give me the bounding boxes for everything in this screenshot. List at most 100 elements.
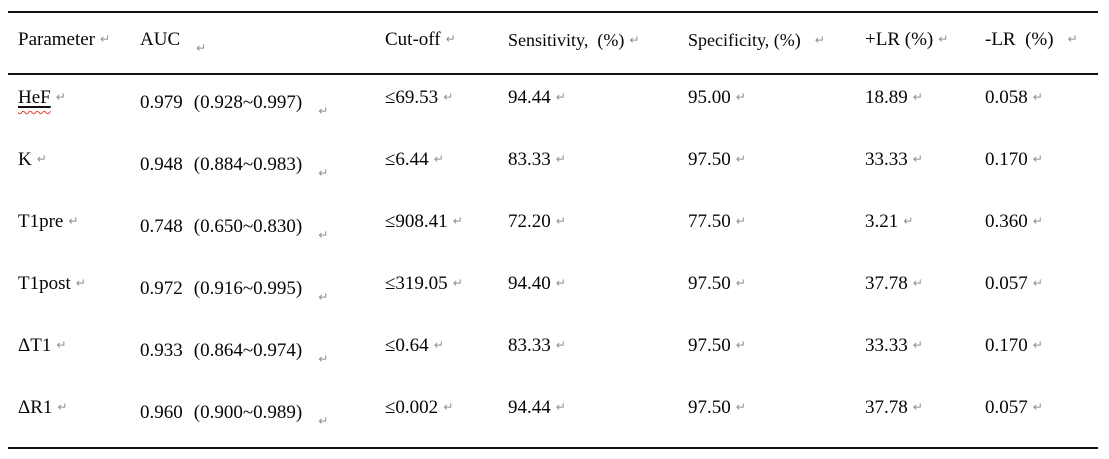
end-of-cell-mark: ↵	[1032, 276, 1043, 290]
cutoff-value: ≤0.64	[385, 335, 429, 356]
auc-confidence-interval: (0.884~0.983)	[193, 154, 303, 175]
header-label: AUC	[140, 29, 181, 50]
cell-auc: 0.948 (0.884~0.983) ↵	[140, 142, 385, 204]
cell-sensitivity: 94.44 ↵	[505, 75, 688, 137]
end-of-cell-mark: ↵	[912, 276, 923, 290]
end-of-cell-mark: ↵	[443, 400, 454, 414]
end-of-cell-mark: ↵	[56, 338, 67, 352]
end-of-cell-mark: ↵	[903, 214, 914, 228]
header-cutoff: Cut-off ↵	[385, 13, 505, 73]
positive-lr-value: 18.89	[865, 87, 908, 108]
cell-specificity: 97.50 ↵	[688, 385, 860, 447]
auc-value: 0.972	[140, 278, 183, 299]
header-negative-lr: -LR (%) ↵	[980, 13, 1098, 73]
cell-sensitivity: 83.33 ↵	[505, 323, 688, 385]
auc-value: 0.960	[140, 402, 183, 423]
cell-parameter: ΔR1 ↵	[8, 385, 140, 447]
end-of-cell-mark: ↵	[318, 414, 329, 428]
cell-negative-lr: 0.360 ↵	[980, 199, 1098, 261]
end-of-cell-mark: ↵	[912, 338, 923, 352]
roc-analysis-table: Parameter ↵ AUC ↵ Cut-off ↵ Sensitivity, (%…	[8, 11, 1098, 449]
header-label: Cut-off	[385, 29, 441, 50]
cell-parameter: K ↵	[8, 137, 140, 199]
cutoff-value: ≤6.44	[385, 149, 429, 170]
specificity-value: 97.50	[688, 149, 731, 170]
cell-cutoff: ≤0.002 ↵	[385, 385, 505, 447]
end-of-cell-mark: ↵	[1067, 32, 1078, 46]
header-label: Sensitivity, (%)	[508, 30, 625, 50]
header-label: Parameter	[18, 29, 96, 50]
end-of-cell-mark: ↵	[735, 276, 746, 290]
cell-auc: 0.748 (0.650~0.830) ↵	[140, 204, 385, 266]
end-of-cell-mark: ↵	[1032, 338, 1043, 352]
cell-positive-lr: 33.33 ↵	[860, 137, 980, 199]
header-label: Specificity, (%)	[688, 30, 801, 50]
auc-confidence-interval: (0.650~0.830)	[193, 216, 303, 237]
table-row: T1post ↵ 0.972 (0.916~0.995) ↵ ≤319.05 ↵ 94.…	[8, 261, 1098, 323]
cell-parameter: HeF ↵	[8, 75, 140, 137]
cell-cutoff: ≤908.41 ↵	[385, 199, 505, 261]
end-of-cell-mark: ↵	[735, 400, 746, 414]
end-of-cell-mark: ↵	[555, 214, 566, 228]
cell-negative-lr: 0.057 ↵	[980, 261, 1098, 323]
end-of-cell-mark: ↵	[443, 90, 454, 104]
end-of-cell-mark: ↵	[196, 41, 207, 55]
sensitivity-value: 72.20	[508, 211, 551, 232]
end-of-cell-mark: ↵	[735, 152, 746, 166]
end-of-cell-mark: ↵	[1032, 90, 1043, 104]
end-of-cell-mark: ↵	[452, 276, 463, 290]
header-parameter: Parameter ↵	[8, 13, 140, 73]
table-row: ΔR1 ↵ 0.960 (0.900~0.989) ↵ ≤0.002 ↵ 94.44 ↵ …	[8, 385, 1098, 449]
end-of-cell-mark: ↵	[629, 33, 640, 47]
cell-negative-lr: 0.170 ↵	[980, 137, 1098, 199]
cell-parameter: T1post ↵	[8, 261, 140, 323]
cell-cutoff: ≤69.53 ↵	[385, 75, 505, 137]
end-of-cell-mark: ↵	[318, 166, 329, 180]
table-row: K ↵ 0.948 (0.884~0.983) ↵ ≤6.44 ↵ 83.33 ↵ 97.…	[8, 137, 1098, 199]
negative-lr-value: 0.170	[985, 149, 1028, 170]
positive-lr-value: 37.78	[865, 397, 908, 418]
end-of-cell-mark: ↵	[1032, 214, 1043, 228]
parameter-label: K	[18, 149, 32, 170]
negative-lr-value: 0.057	[985, 397, 1028, 418]
cell-auc: 0.933 (0.864~0.974) ↵	[140, 328, 385, 390]
negative-lr-value: 0.360	[985, 211, 1028, 232]
cell-specificity: 97.50 ↵	[688, 261, 860, 323]
cell-positive-lr: 3.21 ↵	[860, 199, 980, 261]
end-of-cell-mark: ↵	[735, 214, 746, 228]
cell-auc: 0.960 (0.900~0.989) ↵	[140, 390, 385, 452]
cell-sensitivity: 72.20 ↵	[505, 199, 688, 261]
end-of-cell-mark: ↵	[555, 152, 566, 166]
cell-sensitivity: 94.40 ↵	[505, 261, 688, 323]
cutoff-value: ≤0.002	[385, 397, 439, 418]
sensitivity-value: 83.33	[508, 149, 551, 170]
end-of-cell-mark: ↵	[555, 338, 566, 352]
end-of-cell-mark: ↵	[452, 214, 463, 228]
cell-specificity: 95.00 ↵	[688, 75, 860, 137]
positive-lr-value: 3.21	[865, 211, 899, 232]
header-sensitivity: Sensitivity, (%) ↵	[505, 13, 688, 73]
negative-lr-value: 0.058	[985, 87, 1028, 108]
end-of-cell-mark: ↵	[912, 90, 923, 104]
auc-confidence-interval: (0.916~0.995)	[193, 278, 303, 299]
end-of-cell-mark: ↵	[445, 32, 456, 46]
specificity-value: 97.50	[688, 397, 731, 418]
end-of-cell-mark: ↵	[938, 32, 949, 46]
cell-auc: 0.979 (0.928~0.997) ↵	[140, 80, 385, 142]
header-positive-lr: +LR (%) ↵	[860, 13, 980, 73]
negative-lr-value: 0.170	[985, 335, 1028, 356]
cell-negative-lr: 0.170 ↵	[980, 323, 1098, 385]
end-of-cell-mark: ↵	[1032, 400, 1043, 414]
end-of-cell-mark: ↵	[735, 90, 746, 104]
auc-value: 0.933	[140, 340, 183, 361]
auc-confidence-interval: (0.864~0.974)	[193, 340, 303, 361]
end-of-cell-mark: ↵	[555, 400, 566, 414]
end-of-cell-mark: ↵	[318, 352, 329, 366]
auc-value: 0.979	[140, 92, 183, 113]
cutoff-value: ≤908.41	[385, 211, 448, 232]
end-of-cell-mark: ↵	[57, 400, 68, 414]
cell-negative-lr: 0.058 ↵	[980, 75, 1098, 137]
cell-parameter: T1pre ↵	[8, 199, 140, 261]
header-specificity: Specificity, (%) ↵	[688, 13, 860, 73]
